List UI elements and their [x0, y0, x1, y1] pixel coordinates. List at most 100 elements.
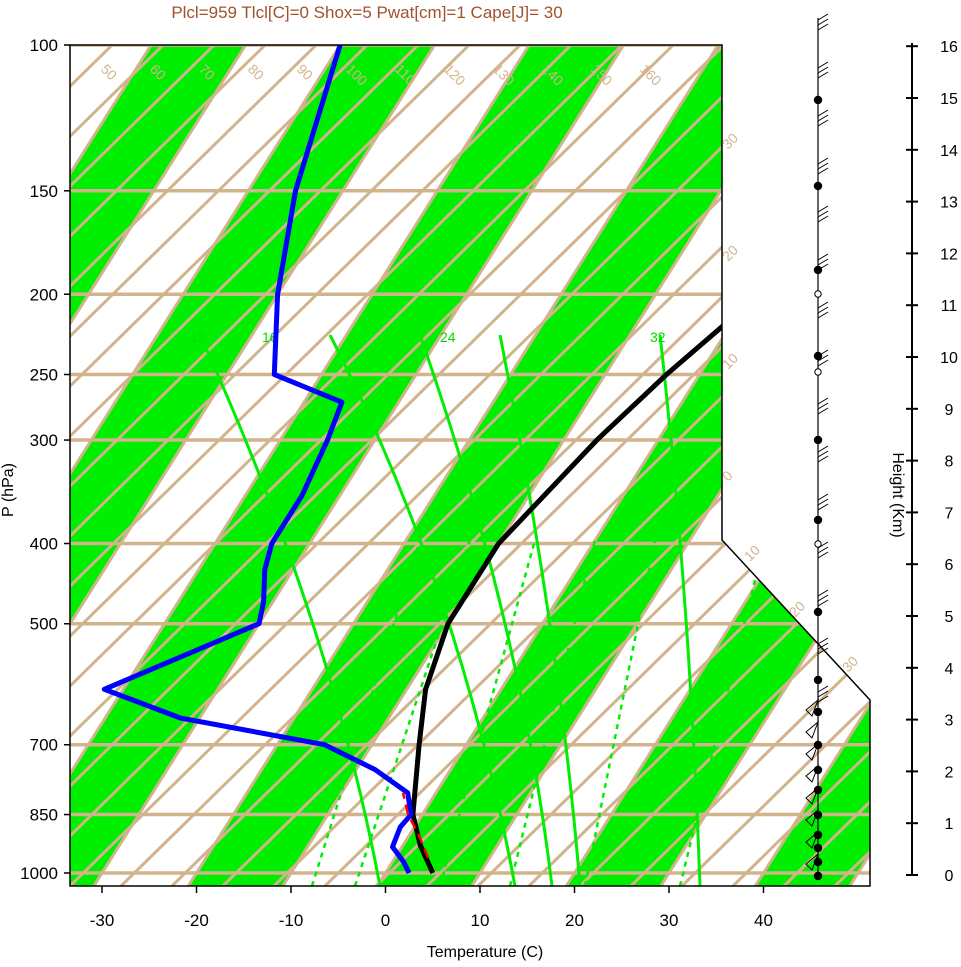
pressure-tick-label: 850 [30, 806, 58, 825]
dry-adiabat-line [170, 45, 870, 886]
height-tick-label: 4 [945, 661, 954, 678]
dry-adiabat-line [70, 45, 513, 886]
wind-barb [805, 720, 820, 739]
mixing-ratio-line [583, 539, 657, 886]
mixing-ratio-label: 32 [650, 329, 666, 345]
theta-label: 30 [839, 653, 861, 675]
temperature-tick-label: 20 [565, 911, 584, 930]
wind-barb [817, 397, 829, 415]
wind-barb [817, 637, 829, 655]
dry-adiabat-line [70, 45, 360, 886]
pressure-tick-label: 1000 [20, 864, 58, 883]
temperature-tick-label: 40 [754, 911, 773, 930]
temperature-axis: -30 -20 -10 0 10 20 30 40 [90, 886, 773, 930]
isotherm-label: 120 [441, 61, 469, 89]
height-tick-label: 0 [945, 868, 954, 885]
height-tick-label: 11 [941, 298, 958, 315]
plot-frame [69, 44, 871, 887]
moist-adiabat-line [658, 334, 702, 886]
isotherm-band [722, 45, 870, 886]
dry-adiabat-line [70, 45, 411, 886]
pressure-tick-label: 150 [30, 182, 58, 201]
isotherm-line [342, 45, 870, 886]
isotherm-label: 50 [98, 61, 120, 83]
pressure-tick-label: 250 [30, 365, 58, 384]
mixing-ratio-line [310, 539, 422, 886]
height-tick-label: 15 [940, 91, 958, 108]
wind-barb [805, 808, 820, 827]
temperature-tick-label: -30 [90, 911, 115, 930]
x-axis-label: Temperature (C) [427, 944, 543, 961]
moist-adiabat-line [498, 334, 582, 886]
dry-adiabat-line [70, 45, 258, 886]
isotherm-line [70, 45, 741, 886]
temperature-tick-label: 10 [471, 911, 490, 930]
theta-label: 10 [741, 542, 763, 564]
height-tick-label: 10 [940, 350, 958, 367]
dry-adiabat-line [937, 4, 961, 886]
wind-station-dot [813, 707, 823, 717]
wind-barb [817, 349, 829, 367]
wind-barb [817, 109, 829, 127]
mixing-ratio-line [678, 579, 757, 886]
wind-barb [817, 253, 829, 271]
isotherm-line [720, 45, 870, 886]
mixing-ratio-label: 24 [440, 329, 456, 345]
height-tick-label: 14 [940, 143, 958, 160]
isotherm-line [248, 45, 870, 886]
dry-adiabat-line [527, 45, 870, 886]
wind-barb [817, 301, 829, 319]
pressure-tick-label: 100 [30, 36, 58, 55]
isotherm-label: 160 [637, 61, 665, 89]
wind-station-dot [813, 95, 823, 105]
dry-adiabat-line [680, 45, 870, 886]
isotherm-line [531, 45, 870, 886]
wind-barb [817, 205, 829, 223]
wind-barb [805, 764, 820, 783]
temperature-tick-label: 0 [381, 911, 390, 930]
moist-adiabat-line [418, 334, 554, 886]
height-tick-label: 16 [940, 39, 958, 56]
height-tick-label: 13 [940, 195, 958, 212]
isotherm-band [911, 0, 961, 939]
dry-adiabat-line [629, 45, 870, 886]
temperature-tick-label: 30 [660, 911, 679, 930]
wind-barb [817, 13, 829, 31]
wind-barb [805, 786, 820, 805]
wind-station-circle [814, 540, 822, 548]
wind-station-dot [813, 675, 823, 685]
isotherm-line [626, 45, 870, 886]
pressure-tick-label: 400 [30, 535, 58, 554]
height-axis-label: Height (Km) [889, 452, 906, 537]
dry-adiabat-line [782, 45, 870, 886]
dry-adiabat-line [70, 45, 666, 886]
dry-adiabat-line [70, 45, 309, 886]
height-tick-label: 5 [945, 609, 954, 626]
height-tick-label: 7 [945, 505, 954, 522]
wind-station-dot [813, 843, 823, 853]
chart-title: Plcl=959 Tlcl[C]=0 Shox=5 Pwat[cm]=1 Cap… [171, 3, 562, 22]
wind-station-circle [814, 368, 822, 376]
wind-barb [805, 698, 820, 717]
wind-barb [817, 589, 829, 607]
isotherm-band [533, 45, 870, 886]
wind-barb-column [805, 13, 829, 881]
temperature-tick-label: -10 [279, 911, 304, 930]
height-tick-label: 8 [945, 454, 954, 471]
dry-adiabat-line [70, 45, 615, 886]
pressure-tick-label: 500 [30, 615, 58, 634]
wind-barb [817, 445, 829, 463]
wind-barb [805, 742, 820, 761]
wind-station-dot [813, 181, 823, 191]
dry-adiabat-line [70, 45, 717, 886]
series-dewpoint-line [101, 45, 414, 875]
dry-adiabat-line [70, 45, 462, 886]
isotherm-line [70, 45, 458, 886]
dry-adiabat-line [886, 4, 961, 886]
wind-station-dot [813, 435, 823, 445]
pressure-tick-label: 700 [30, 736, 58, 755]
